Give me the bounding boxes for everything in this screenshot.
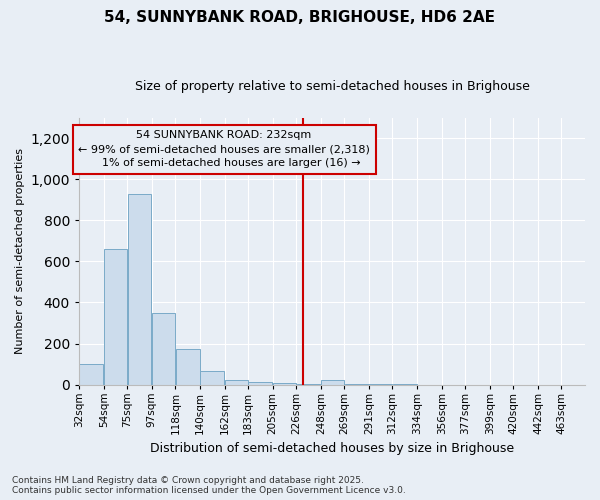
Bar xyxy=(104,249,127,384)
Text: 54 SUNNYBANK ROAD: 232sqm
← 99% of semi-detached houses are smaller (2,318)
    : 54 SUNNYBANK ROAD: 232sqm ← 99% of semi-… xyxy=(78,130,370,168)
Text: Contains HM Land Registry data © Crown copyright and database right 2025.
Contai: Contains HM Land Registry data © Crown c… xyxy=(12,476,406,495)
Text: 54, SUNNYBANK ROAD, BRIGHOUSE, HD6 2AE: 54, SUNNYBANK ROAD, BRIGHOUSE, HD6 2AE xyxy=(104,10,496,25)
X-axis label: Distribution of semi-detached houses by size in Brighouse: Distribution of semi-detached houses by … xyxy=(150,442,514,455)
Bar xyxy=(225,380,248,384)
Bar xyxy=(321,380,344,384)
Y-axis label: Number of semi-detached properties: Number of semi-detached properties xyxy=(15,148,25,354)
Bar xyxy=(152,313,175,384)
Title: Size of property relative to semi-detached houses in Brighouse: Size of property relative to semi-detach… xyxy=(134,80,529,93)
Bar xyxy=(200,372,224,384)
Bar xyxy=(128,194,151,384)
Bar xyxy=(248,382,272,384)
Bar xyxy=(273,383,296,384)
Bar xyxy=(176,348,200,384)
Bar xyxy=(79,364,103,384)
